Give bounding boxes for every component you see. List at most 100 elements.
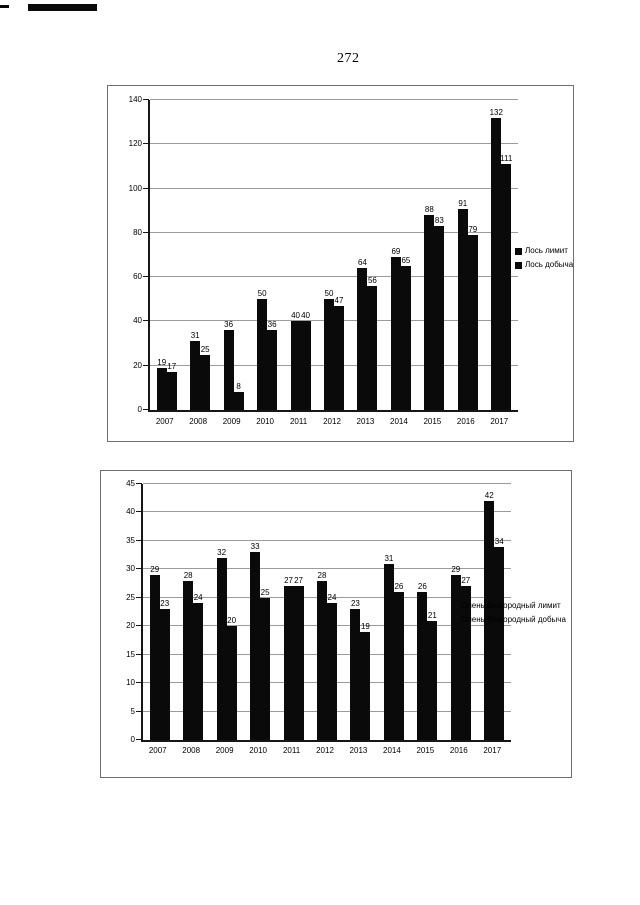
x-tick-label: 2017: [483, 746, 502, 755]
category-group: 33 25: [243, 484, 276, 740]
y-tick-label: 80: [133, 227, 142, 237]
x-tick-label: 2010: [249, 746, 267, 755]
bar-value-label: 64: [357, 258, 367, 268]
bar: 36: [267, 321, 278, 410]
y-tick-label: 0: [130, 735, 135, 744]
category-group: 42 34: [478, 484, 511, 740]
category-group: 28 24: [310, 484, 343, 740]
bar: 26: [393, 583, 404, 740]
gridline: [150, 231, 518, 233]
bar: 32: [216, 548, 227, 740]
bar: 8: [233, 383, 244, 410]
y-tick-label: 40: [133, 316, 142, 326]
x-tick-label: 2011: [282, 746, 301, 755]
bar: 34: [494, 537, 505, 740]
category-group: 23 19: [344, 484, 377, 740]
bar: 23: [159, 600, 170, 740]
x-axis: 2007 2008 2009 2010 2011 2012 2013 2014 2015 2016…: [148, 415, 516, 426]
bar-value-label: 31: [384, 553, 394, 563]
bar-value-label: 23: [160, 599, 170, 609]
bar-value-label: 32: [217, 547, 227, 557]
bar-value-label: 24: [193, 593, 203, 603]
category-group: 91 79: [451, 100, 484, 410]
bar: 40: [300, 312, 311, 410]
bar-value-label: 24: [327, 593, 337, 603]
x-tick-label: 2016: [449, 746, 468, 755]
bar-value-label: 79: [468, 225, 478, 235]
bar: 56: [367, 277, 378, 410]
scan-artifact-bar: [28, 4, 97, 11]
bar-value-label: 28: [183, 570, 193, 580]
category-group: 26 21: [411, 484, 444, 740]
y-tick-label: 20: [126, 621, 135, 631]
legend-label: Лось лимит: [525, 246, 568, 255]
gridline: [150, 187, 518, 189]
bar: 50: [323, 290, 334, 410]
bar-value-label: 56: [367, 276, 377, 285]
y-axis-tick: [143, 99, 149, 100]
x-tick-label: 2016: [456, 417, 475, 426]
bar: 28: [183, 571, 194, 740]
gridline: [143, 511, 511, 513]
gridline: [143, 568, 511, 570]
y-axis: 0 5 10 15 20 25 30 35 40 45: [101, 480, 138, 744]
bar-value-label: 31: [190, 331, 200, 341]
bar: 36: [223, 321, 234, 410]
y-axis-tick: [136, 739, 142, 740]
x-tick-label: 2015: [416, 746, 435, 755]
bar: 24: [193, 594, 204, 740]
bar-value-label: 47: [334, 295, 344, 305]
bar-value-label: 27: [294, 576, 303, 586]
bar-value-label: 25: [260, 587, 270, 597]
bar: 33: [250, 543, 261, 740]
x-tick-label: 2011: [289, 417, 308, 426]
bar: 29: [149, 566, 160, 740]
bar-value-label: 88: [424, 205, 434, 215]
category-group: 132 111: [485, 100, 518, 410]
bar: 79: [467, 226, 478, 410]
bar: 40: [290, 312, 301, 410]
bar: 27: [460, 577, 471, 740]
legend-swatch: [451, 602, 458, 610]
legend-item: Лось добыча: [515, 261, 573, 269]
bar: 31: [383, 554, 394, 740]
bar: 26: [417, 583, 428, 740]
category-group: 40 40: [284, 100, 317, 410]
bar-value-label: 23: [350, 599, 360, 609]
bar: 88: [424, 206, 435, 410]
legend-swatch: [515, 247, 522, 255]
legend-label: Лось добыча: [525, 260, 574, 269]
x-tick-label: 2014: [383, 746, 401, 755]
y-tick-label: 45: [126, 479, 135, 488]
moose-limit-harvest-chart: 0 20 40 60 80 100 120 140 19 17 31 25 36 8 50 36 40 40 50…: [107, 85, 574, 442]
gridline: [143, 596, 511, 598]
x-tick-label: 2013: [356, 417, 375, 426]
category-group: 32 20: [210, 484, 243, 740]
legend-label: Олень благородный лимит: [461, 601, 561, 610]
category-group: 29 23: [143, 484, 176, 740]
y-tick-label: 35: [126, 535, 135, 545]
x-tick-label: 2013: [349, 746, 368, 755]
bar-value-label: 40: [291, 311, 300, 321]
y-axis-tick: [143, 276, 149, 278]
bar-value-label: 50: [257, 289, 267, 299]
bar: 27: [283, 577, 294, 740]
bar: 19: [156, 358, 167, 410]
category-group: 27 27: [277, 484, 310, 740]
y-axis-tick: [143, 187, 149, 189]
category-group: 29 27: [444, 484, 477, 740]
bar-value-label: 25: [200, 344, 210, 354]
y-tick-label: 0: [137, 405, 142, 414]
bar: 65: [400, 257, 411, 410]
x-tick-label: 2017: [490, 417, 509, 426]
bar: 91: [457, 199, 468, 410]
bar-value-label: 8: [236, 382, 241, 392]
bar-value-label: 69: [391, 247, 401, 257]
bar: 31: [190, 332, 201, 410]
category-group: 88 83: [418, 100, 451, 410]
red-deer-limit-harvest-chart: 0 5 10 15 20 25 30 35 40 45 29 23 28 24 32 20 33 25 27 27 2…: [100, 470, 572, 778]
legend: Лось лимит Лось добыча: [515, 244, 573, 272]
y-tick-label: 5: [130, 706, 135, 716]
bar-value-label: 29: [451, 565, 461, 575]
bar-value-label: 132: [489, 107, 503, 117]
